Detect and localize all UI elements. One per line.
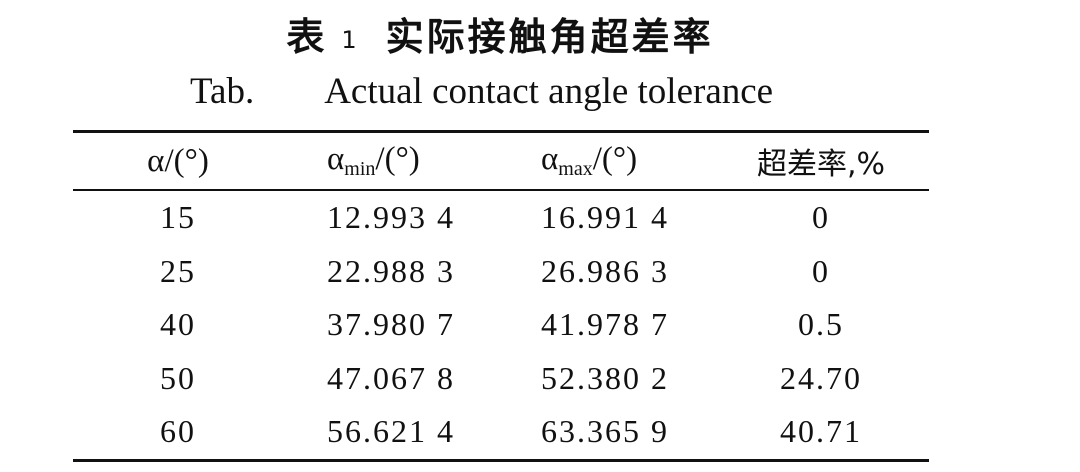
caption-cn-title: 实际接触角超差率: [385, 15, 714, 59]
table-row: 50 47.067 8 52.380 2 24.70: [73, 352, 929, 406]
cell-alpha-min: 12.993 4: [327, 199, 455, 236]
cell-alpha: 25: [160, 252, 196, 289]
cell-alpha-max: 26.986 3: [541, 252, 669, 289]
header-alpha-min-symbol: α: [327, 141, 345, 177]
header-alpha-max-sub: max: [558, 158, 593, 180]
cell-alpha-max: 16.991 4: [541, 199, 669, 236]
cell-tolerance-rate: 24.70: [780, 359, 862, 396]
table-row: 40 37.980 7 41.978 7 0.5: [73, 298, 929, 352]
cell-alpha-min: 37.980 7: [327, 306, 455, 343]
table-header-row: α/(°) αmin/(°) αmax/(°) 超差率,%: [73, 131, 929, 191]
header-alpha: α/(°): [147, 142, 209, 179]
header-alpha-min: αmin/(°): [283, 132, 499, 191]
table-row: 15 12.993 4 16.991 4 0: [73, 190, 929, 245]
cell-alpha-max: 41.978 7: [541, 306, 669, 343]
table-caption-cn: 表 1 实际接触角超差率: [0, 6, 1000, 61]
header-alpha-min-unit: /(°): [375, 141, 420, 177]
cell-alpha: 15: [160, 199, 196, 236]
cell-alpha-max: 63.365 9: [541, 413, 669, 450]
header-alpha-min-sub: min: [344, 158, 376, 180]
cell-tolerance-rate: 0.5: [798, 306, 844, 343]
header-tolerance-rate: 超差率,%: [756, 147, 886, 182]
header-alpha-max-unit: /(°): [592, 141, 638, 177]
table-caption-en: Tab. Actual contact angle tolerance: [190, 70, 773, 113]
cell-tolerance-rate: 0: [812, 199, 830, 236]
cell-tolerance-rate: 40.71: [780, 413, 862, 450]
header-alpha-max: αmax/(°): [499, 132, 713, 191]
header-alpha-max-symbol: α: [541, 141, 559, 177]
data-table: α/(°) αmin/(°) αmax/(°) 超差率,% 15 12.993 …: [73, 130, 929, 462]
cell-alpha: 50: [160, 359, 196, 396]
caption-en-label: Tab.: [190, 71, 255, 112]
cell-tolerance-rate: 0: [812, 252, 830, 289]
caption-cn-number: 1: [341, 25, 360, 54]
table-row: 60 56.621 4 63.365 9 40.71: [73, 405, 929, 460]
cell-alpha: 60: [160, 413, 196, 450]
cell-alpha-max: 52.380 2: [541, 359, 669, 396]
cell-alpha-min: 47.067 8: [327, 359, 455, 396]
cell-alpha-min: 56.621 4: [327, 413, 455, 450]
caption-cn-label: 表: [286, 15, 328, 59]
table-row: 25 22.988 3 26.986 3 0: [73, 245, 929, 299]
cell-alpha: 40: [160, 306, 196, 343]
cell-alpha-min: 22.988 3: [327, 252, 455, 289]
caption-en-title: Actual contact angle tolerance: [324, 71, 774, 112]
